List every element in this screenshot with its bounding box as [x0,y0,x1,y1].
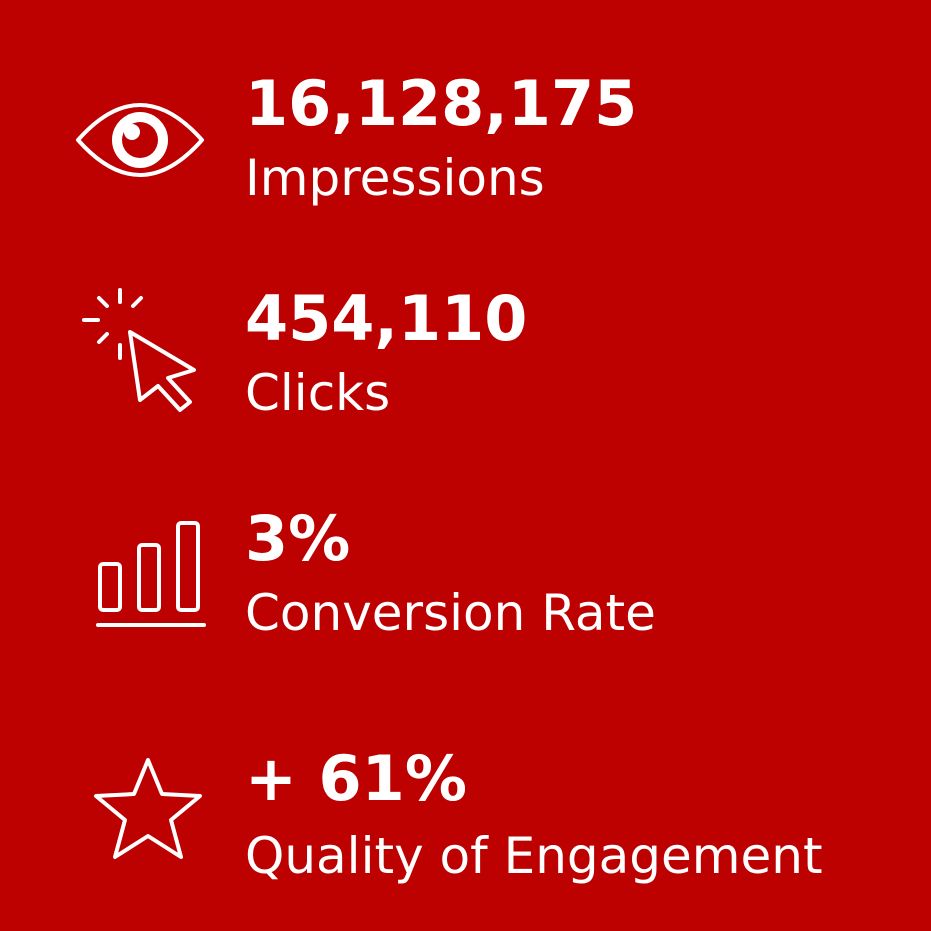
stat-value: + 61% [245,742,467,815]
eye-icon [76,103,204,177]
click-icon [82,288,196,412]
stat-value: 3% [245,502,350,575]
stat-label: Quality of Engagement [245,827,823,885]
bars-icon [96,521,206,627]
stat-label: Clicks [245,364,390,422]
stat-label: Impressions [245,149,545,207]
stat-value: 454,110 [245,282,527,355]
stat-label: Conversion Rate [245,584,656,642]
stat-value: 16,128,175 [245,67,637,140]
star-icon [94,758,202,859]
